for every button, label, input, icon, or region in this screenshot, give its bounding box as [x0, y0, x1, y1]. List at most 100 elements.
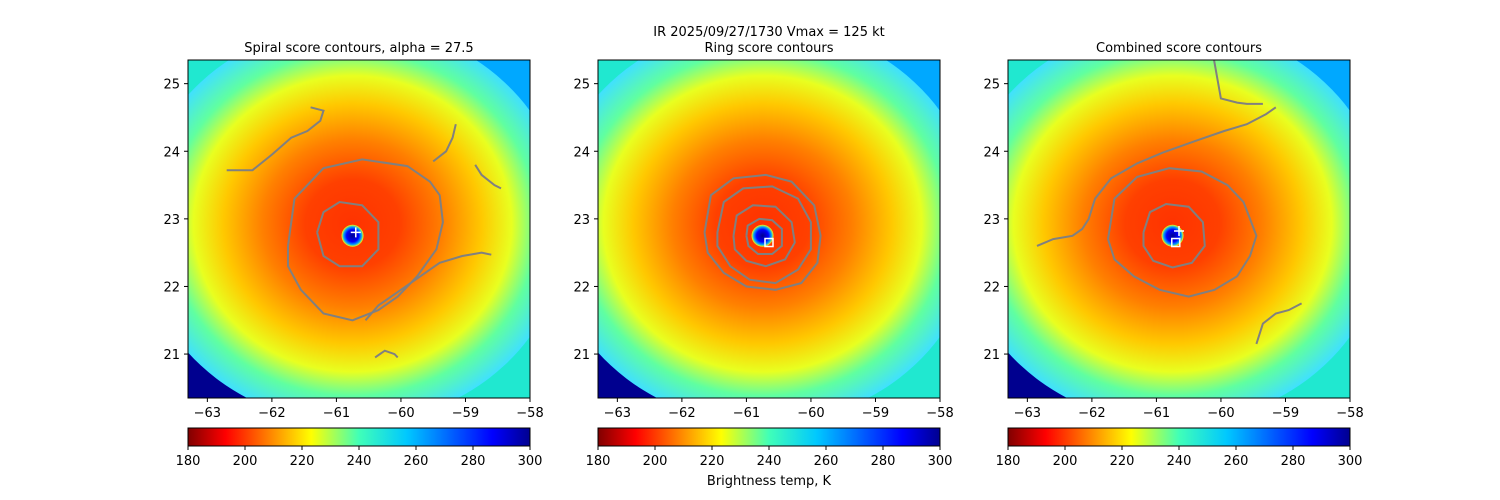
x-tick-label: −62: [668, 406, 695, 421]
y-tick-label: 21: [983, 348, 1000, 363]
score-contour: [1213, 60, 1263, 105]
score-contour: [732, 204, 796, 268]
colorbar: 180 200 220 240 260 280 300: [996, 427, 1363, 469]
score-contour: [364, 251, 492, 321]
score-contour: [716, 185, 812, 285]
center-plus-marker: [350, 227, 361, 238]
y-tick-label: 21: [573, 348, 590, 363]
storm-eye: [1161, 224, 1184, 247]
x-tick-label: −62: [1078, 406, 1105, 421]
y-tick-label: 24: [573, 145, 590, 160]
center-square-marker: [764, 237, 774, 248]
score-contour: [316, 200, 380, 268]
colorbar-tick-label: 300: [1338, 454, 1363, 469]
colorbar-tick-label: 180: [586, 454, 611, 469]
ir-image: [188, 60, 530, 398]
panel-ring: Ring score contours −63 −62 −61 −60 −59 −58 21…: [573, 41, 953, 489]
score-contour: [1142, 202, 1206, 269]
colorbar-tick-label: 200: [643, 454, 668, 469]
colorbar-tick-label: 220: [290, 454, 315, 469]
storm-eye: [751, 224, 774, 247]
storm-eye: [341, 224, 364, 247]
panel-combined: Combined score contours −63 −62 −61 −60 −59 −…: [983, 41, 1363, 469]
colorbar-gradient: [187, 427, 531, 447]
score-contour: [226, 106, 325, 172]
y-tick-label: 21: [163, 348, 180, 363]
score-contour: [703, 173, 822, 291]
colorbar-tick-label: 240: [347, 454, 372, 469]
center-square-marker: [1171, 237, 1181, 248]
score-contour: [1036, 106, 1277, 247]
colorbar-tick-label: 280: [1281, 454, 1306, 469]
colorbar-tick-label: 280: [871, 454, 896, 469]
x-tick-label: −61: [733, 406, 760, 421]
panel-title: Combined score contours: [1096, 41, 1262, 56]
y-tick-label: 25: [573, 78, 590, 93]
y-tick-label: 25: [983, 78, 1000, 93]
cold-cloud-patch: [1008, 330, 1070, 398]
colorbar-tick-label: 300: [928, 454, 953, 469]
score-contour: [474, 164, 502, 190]
storm-cloud-shield: [1008, 60, 1350, 398]
colorbar-tick-label: 300: [518, 454, 543, 469]
y-tick-label: 24: [163, 145, 180, 160]
x-tick-label: −63: [604, 406, 631, 421]
y-tick-label: 22: [573, 280, 590, 295]
panel-title: Spiral score contours, alpha = 27.5: [244, 41, 473, 56]
ir-image: [1008, 60, 1350, 398]
x-tick-label: −58: [926, 406, 953, 421]
storm-cloud-shield: [188, 60, 530, 398]
axes-frame: [1007, 59, 1351, 399]
y-tick-label: 25: [163, 78, 180, 93]
y-tick-label: 23: [573, 213, 590, 228]
y-tick-label: 24: [983, 145, 1000, 160]
colorbar-tick-label: 180: [176, 454, 201, 469]
colorbar-tick-label: 240: [1167, 454, 1192, 469]
x-tick-label: −59: [452, 406, 479, 421]
panel-spiral: Spiral score contours, alpha = 27.5 −63 −…: [163, 41, 543, 469]
colorbar-tick-label: 260: [814, 454, 839, 469]
x-tick-label: −63: [1014, 406, 1041, 421]
x-tick-label: −60: [1207, 406, 1234, 421]
x-tick-label: −58: [516, 406, 543, 421]
colorbar: 180 200 220 240 260 280 300: [176, 427, 543, 469]
colorbar-label: Brightness temp, K: [707, 474, 832, 489]
y-tick-label: 23: [983, 213, 1000, 228]
colorbar-tick-label: 220: [1110, 454, 1135, 469]
x-tick-label: −61: [323, 406, 350, 421]
score-contour: [287, 158, 444, 322]
score-contour: [432, 123, 457, 163]
x-tick-label: −63: [194, 406, 221, 421]
axes-frame: [187, 59, 531, 399]
y-tick-label: 22: [163, 280, 180, 295]
colorbar-tick-label: 280: [461, 454, 486, 469]
colorbar-tick-label: 240: [757, 454, 782, 469]
x-tick-label: −59: [862, 406, 889, 421]
x-tick-label: −58: [1336, 406, 1363, 421]
cold-cloud-patch: [598, 330, 660, 398]
colorbar-tick-label: 200: [1053, 454, 1078, 469]
colorbar-gradient: [1007, 427, 1351, 447]
colorbar-tick-label: 200: [233, 454, 258, 469]
colorbar-tick-label: 260: [1224, 454, 1249, 469]
center-plus-marker: [1174, 226, 1184, 237]
colorbar-tick-label: 220: [700, 454, 725, 469]
colorbar-tick-label: 260: [404, 454, 429, 469]
x-tick-label: −62: [258, 406, 285, 421]
figure-suptitle: IR 2025/09/27/1730 Vmax = 125 kt: [653, 25, 884, 40]
colorbar-tick-label: 180: [996, 454, 1021, 469]
cold-cloud-patch: [188, 330, 250, 398]
ir-image: [598, 60, 940, 398]
y-tick-label: 22: [983, 280, 1000, 295]
x-tick-label: −60: [387, 406, 414, 421]
axes-frame: [597, 59, 941, 399]
colorbar: 180 200 220 240 260 280 300: [586, 427, 953, 469]
score-contour: [1107, 167, 1258, 298]
y-tick-label: 23: [163, 213, 180, 228]
storm-cloud-shield: [598, 60, 940, 398]
score-contour: [374, 349, 399, 359]
x-tick-label: −60: [797, 406, 824, 421]
x-tick-label: −59: [1272, 406, 1299, 421]
score-contour: [1255, 302, 1303, 345]
